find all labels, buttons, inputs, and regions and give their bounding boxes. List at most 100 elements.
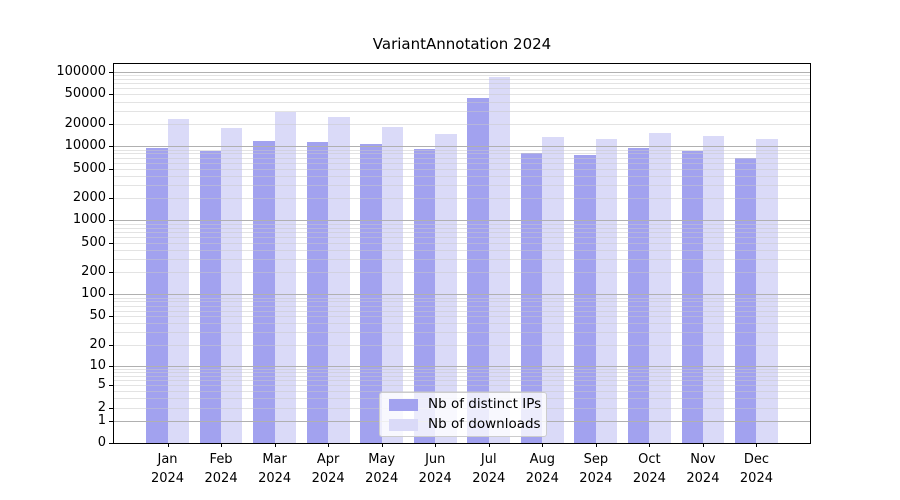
gridline-minor — [114, 123, 810, 125]
gridline-minor — [114, 231, 810, 233]
legend-label-distinct-ips: Nb of distinct IPs — [428, 396, 542, 412]
x-axis-tick — [381, 443, 383, 447]
y-tick-label: 10 — [89, 357, 106, 373]
gridline-minor — [114, 385, 810, 387]
bar-distinct-ips-sep — [574, 154, 596, 443]
bar-downloads-dec — [756, 138, 778, 443]
gridline-minor — [114, 153, 810, 155]
x-tick-label: Feb 2024 — [204, 452, 238, 486]
y-axis-tick — [109, 242, 113, 244]
bar-downloads-mar — [274, 111, 297, 443]
gridline-minor — [114, 157, 810, 159]
bar-distinct-ips-dec — [735, 157, 757, 443]
gridline-minor — [114, 223, 810, 225]
gridline-minor — [114, 249, 810, 251]
gridline-major — [114, 220, 810, 222]
gridline-minor — [114, 380, 810, 382]
gridline-minor — [114, 175, 810, 177]
y-axis-tick — [109, 407, 113, 409]
gridline-minor — [114, 184, 810, 186]
y-tick-label: 2000 — [72, 190, 106, 206]
x-tick-label: May 2024 — [365, 452, 399, 486]
y-axis-tick — [109, 344, 113, 346]
gridline-minor — [114, 110, 810, 112]
y-axis-tick — [109, 294, 113, 296]
bar-downloads-nov — [702, 135, 725, 443]
gridline-minor — [114, 236, 810, 238]
y-axis-tick — [109, 146, 113, 148]
y-axis-tick — [109, 443, 113, 444]
y-tick-label: 1000 — [72, 212, 106, 228]
gridline-minor — [114, 79, 810, 81]
gridline-major — [114, 365, 810, 367]
bar-downloads-may — [381, 126, 404, 443]
y-tick-label: 50000 — [64, 86, 106, 102]
bar-downloads-sep — [595, 138, 618, 443]
y-axis-tick — [109, 198, 113, 200]
y-axis-tick — [109, 385, 113, 387]
gridline-minor — [114, 242, 810, 244]
y-axis-tick — [109, 123, 113, 125]
gridline-minor — [114, 259, 810, 261]
gridline-minor — [114, 272, 810, 274]
x-tick-label: Oct 2024 — [632, 452, 666, 486]
plot-area: 100000 50000 20000 10000 5000 2000 1000 500 200 1… — [56, 63, 811, 486]
x-tick-label: Jan 2024 — [150, 452, 185, 486]
gridline-major — [114, 71, 810, 73]
x-axis-tick — [488, 443, 490, 447]
x-tick-label: Dec 2024 — [739, 452, 773, 486]
gridline-minor — [114, 301, 810, 303]
x-tick-label: Mar 2024 — [258, 452, 292, 486]
x-axis-tick — [595, 443, 597, 447]
legend-item-downloads: Nb of downloads — [389, 416, 546, 433]
gridline-minor — [114, 297, 810, 299]
y-tick-label: 5 — [97, 377, 106, 393]
gridline-minor — [114, 83, 810, 85]
gridline-minor — [114, 227, 810, 229]
gridline-minor — [114, 198, 810, 200]
chart-title: VariantAnnotation 2024 — [372, 35, 552, 53]
y-tick-label: 0 — [97, 435, 106, 450]
bar-distinct-ips-jul — [467, 97, 489, 443]
x-axis-tick — [435, 443, 437, 447]
y-axis-tick — [109, 272, 113, 274]
bar-downloads-jun — [435, 133, 457, 443]
y-axis-tick — [109, 420, 113, 422]
y-axis-tick — [109, 71, 113, 73]
bar-downloads-apr — [328, 116, 350, 443]
y-tick-label: 1 — [97, 412, 106, 428]
y-tick-label: 100 — [81, 286, 106, 302]
legend-item-distinct-ips: Nb of distinct IPs — [389, 396, 546, 413]
gridline-minor — [114, 375, 810, 377]
gridline-minor — [114, 316, 810, 318]
gridline-minor — [114, 168, 810, 170]
x-tick-label: Apr 2024 — [311, 452, 345, 486]
legend: Nb of distinct IPs Nb of downloads — [379, 392, 547, 437]
x-tick-label: Jun 2024 — [418, 452, 452, 486]
gridline-minor — [114, 149, 810, 151]
y-axis-tick — [109, 168, 113, 170]
gridline-minor — [114, 101, 810, 103]
x-axis-tick — [328, 443, 330, 447]
legend-swatch-downloads — [389, 418, 418, 431]
gridline-minor — [114, 305, 810, 307]
y-axis-tick — [109, 220, 113, 222]
y-tick-label: 20 — [89, 336, 106, 352]
gridline-minor — [114, 94, 810, 96]
x-tick-label: Aug 2024 — [525, 452, 559, 486]
gridline-minor — [114, 391, 810, 393]
y-axis-tick — [109, 365, 113, 367]
x-tick-label: Nov 2024 — [686, 452, 720, 486]
gridline-minor — [114, 332, 810, 334]
y-axis-tick — [109, 316, 113, 318]
bar-distinct-ips-mar — [253, 140, 275, 443]
gridline-minor — [114, 88, 810, 90]
y-tick-label: 100000 — [56, 64, 106, 79]
x-axis-tick — [221, 443, 223, 447]
x-axis-tick — [702, 443, 704, 447]
gridline-minor — [114, 162, 810, 164]
y-tick-label: 2 — [97, 399, 106, 415]
gridline-minor — [114, 344, 810, 346]
x-axis-tick — [649, 443, 651, 447]
